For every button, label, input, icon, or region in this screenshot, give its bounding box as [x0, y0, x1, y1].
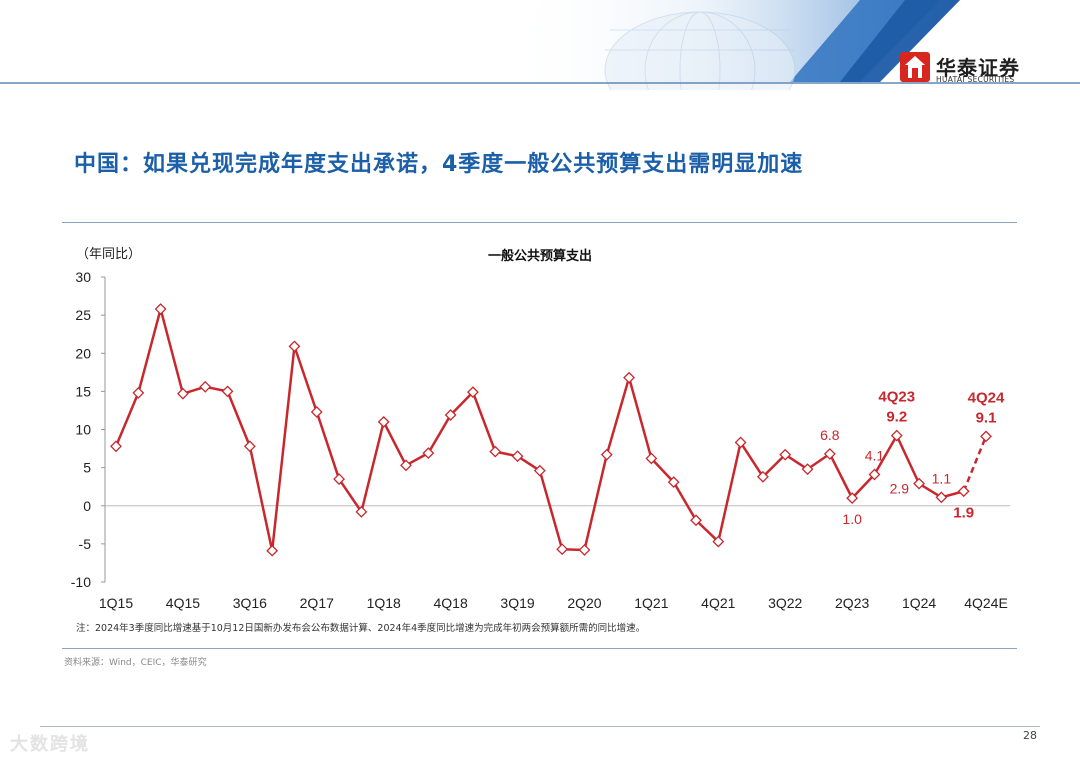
data-point	[600, 448, 613, 461]
x-tick-label: 4Q24E	[964, 595, 1008, 611]
data-point	[980, 430, 992, 443]
data-point	[266, 544, 279, 557]
brand-name-cn: 华泰证券	[936, 56, 1020, 80]
data-point	[511, 450, 524, 463]
data-point	[199, 380, 212, 393]
data-point	[400, 459, 412, 472]
data-label: 4Q23	[878, 389, 915, 406]
data-label: 9.2	[886, 409, 907, 426]
data-label: 2.9	[890, 481, 910, 497]
y-tick-label: 20	[75, 345, 91, 361]
data-point	[779, 448, 792, 461]
x-tick-label: 2Q20	[567, 595, 601, 611]
data-point	[422, 447, 435, 460]
data-point	[868, 468, 881, 481]
data-point	[444, 409, 457, 421]
y-tick-label: 0	[83, 498, 91, 514]
x-tick-label: 3Q22	[768, 595, 802, 611]
data-point	[333, 473, 345, 485]
data-point	[823, 447, 836, 460]
data-label: 1.0	[842, 511, 862, 527]
footer-divider	[40, 726, 1040, 727]
title-divider	[62, 222, 1017, 223]
data-point	[913, 477, 925, 490]
x-tick-label: 1Q15	[99, 595, 133, 611]
data-point	[623, 371, 635, 384]
data-point	[757, 470, 769, 483]
page-number: 28	[1023, 729, 1037, 742]
data-point	[377, 415, 390, 428]
data-point	[667, 476, 680, 489]
globe-graphic	[604, 11, 796, 90]
y-axis-unit-label: （年同比）	[76, 247, 142, 262]
header-banner	[0, 0, 1080, 90]
brand-logo-icon	[900, 52, 930, 82]
data-point	[132, 386, 145, 399]
watermark: 大数跨境	[10, 734, 90, 755]
source-text: 资料来源：Wind，CEIC，华泰研究	[64, 658, 207, 668]
series-line-estimate	[962, 435, 988, 492]
data-point	[467, 386, 479, 399]
data-point	[533, 464, 546, 477]
data-point	[177, 387, 189, 400]
data-point	[578, 544, 591, 556]
data-point	[957, 485, 970, 498]
y-tick-label: 30	[75, 269, 91, 285]
y-tick-label: -10	[71, 574, 91, 590]
data-point	[712, 535, 725, 548]
data-point	[489, 445, 502, 458]
x-tick-label: 2Q17	[300, 595, 334, 611]
data-label: 4.1	[865, 447, 885, 463]
data-point	[355, 505, 368, 518]
data-point	[734, 436, 747, 449]
y-tick-label: 25	[75, 307, 91, 323]
data-point	[556, 543, 569, 556]
data-point	[243, 440, 256, 453]
data-point	[288, 340, 301, 353]
y-tick-label: 5	[83, 460, 91, 476]
line-chart: 30 25 20 15 10 5 0 -5 -10 1Q15 4Q15 3Q16 2Q17 1Q18 4Q1…	[71, 269, 1010, 611]
x-tick-label: 4Q21	[701, 595, 735, 611]
x-tick-label: 3Q16	[233, 595, 267, 611]
brand-logo: 华泰证券 HUATAI SECURITIES	[900, 52, 1040, 88]
data-point	[801, 463, 814, 476]
data-point	[890, 429, 903, 442]
chart-title: 一般公共预算支出	[487, 249, 592, 264]
chart-note: 注：2024年3季度同比增速基于10月12日国新办发布会公布数据计算、2024年…	[76, 623, 646, 634]
data-point	[110, 440, 122, 453]
data-point	[690, 514, 702, 527]
x-tick-label: 1Q21	[634, 595, 668, 611]
x-tick-label: 1Q18	[367, 595, 401, 611]
data-label: 4Q24	[968, 389, 1005, 406]
x-tick-label: 4Q15	[166, 595, 200, 611]
note-divider	[62, 648, 1017, 649]
data-label: 9.1	[976, 409, 997, 426]
data-label: 1.1	[932, 470, 952, 486]
x-tick-label: 1Q24	[902, 595, 936, 611]
data-point	[154, 303, 167, 315]
data-point	[221, 385, 234, 398]
data-point	[935, 491, 948, 504]
x-tick-label: 3Q19	[500, 595, 534, 611]
y-tick-label: 15	[75, 383, 91, 399]
y-tick-label: 10	[75, 422, 91, 438]
y-tick-label: -5	[79, 536, 92, 552]
x-tick-label: 4Q18	[433, 595, 467, 611]
data-label: 6.8	[820, 427, 840, 443]
data-point	[846, 492, 859, 505]
page-title: 中国：如果兑现完成年度支出承诺，4季度一般公共预算支出需明显加速	[74, 152, 804, 177]
data-point	[645, 452, 658, 465]
x-tick-label: 2Q23	[835, 595, 869, 611]
brand-name-en: HUATAI SECURITIES	[936, 75, 1015, 84]
data-point	[310, 406, 323, 418]
data-label: 1.9	[953, 504, 974, 521]
